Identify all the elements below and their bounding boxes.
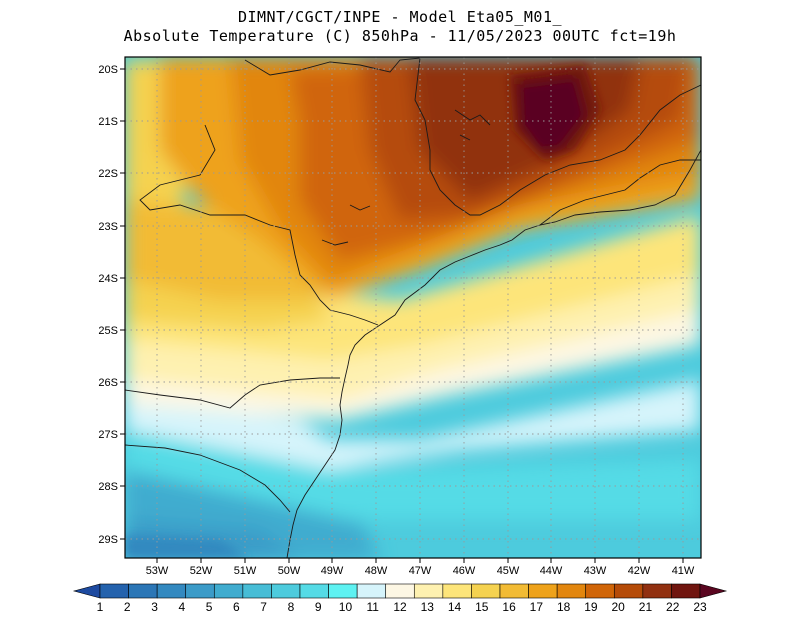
- lon-label: 41W: [672, 565, 695, 577]
- colorbar-swatch: [128, 583, 158, 599]
- colorbar-label: 1: [97, 600, 104, 614]
- state-border-pr-sp: [139, 124, 379, 326]
- colorbar-swatch: [642, 583, 672, 599]
- map-title-line1: DIMNT/CGCT/INPE - Model Eta05_M01_: [237, 8, 563, 26]
- lon-label: 48W: [365, 565, 388, 577]
- colorbar-swatch: [442, 583, 472, 599]
- colorbar-label: 7: [260, 600, 267, 614]
- latitude-labels: 20S 21S 22S 23S 24S 25S 26S 27S 28S 29S: [98, 64, 118, 546]
- lat-label: 28S: [98, 481, 118, 493]
- lon-label: 43W: [584, 565, 607, 577]
- lat-label: 25S: [98, 325, 118, 337]
- graticule: [125, 57, 701, 558]
- lat-label: 24S: [98, 273, 118, 285]
- lon-label: 46W: [453, 565, 476, 577]
- lon-label: 51W: [234, 565, 257, 577]
- lon-label: 49W: [321, 565, 344, 577]
- colorbar-label: 10: [339, 600, 353, 614]
- colorbar-swatch: [185, 583, 215, 599]
- colorbar-swatch: [299, 583, 329, 599]
- colorbar-label: 23: [693, 600, 707, 614]
- lon-label: 45W: [497, 565, 520, 577]
- axis-ticks: [120, 68, 684, 563]
- colorbar-label: 22: [666, 600, 680, 614]
- longitude-labels: 53W 52W 51W 50W 49W 48W 47W 46W 45W 44W …: [146, 565, 695, 577]
- colorbar-label: 18: [557, 600, 571, 614]
- lat-label: 21S: [98, 116, 118, 128]
- colorbar-label: 9: [315, 600, 322, 614]
- lon-label: 42W: [628, 565, 651, 577]
- lon-label: 53W: [146, 565, 169, 577]
- colorbar-label: 15: [475, 600, 489, 614]
- map-frame: [124, 56, 702, 559]
- colorbar-swatch: [499, 583, 529, 599]
- lon-label: 44W: [540, 565, 563, 577]
- lon-label: 50W: [278, 565, 301, 577]
- map-title-line2: Absolute Temperature (C) 850hPa - 11/05/…: [123, 27, 677, 45]
- colorbar-label: 16: [502, 600, 516, 614]
- state-border-pr-sc: [125, 377, 340, 409]
- lat-label: 23S: [98, 221, 118, 233]
- colorbar-label: 8: [288, 600, 295, 614]
- colorbar-swatch: [385, 583, 415, 599]
- colorbar-swatch: [671, 583, 701, 599]
- colorbar-arrow-low: [72, 583, 101, 599]
- lat-label: 27S: [98, 429, 118, 441]
- colorbar-swatch: [556, 583, 587, 599]
- colorbar-swatch: [413, 583, 444, 599]
- lon-label: 52W: [190, 565, 213, 577]
- coastline: [286, 149, 701, 558]
- colorbar-label: 12: [393, 600, 407, 614]
- colorbar-swatch: [528, 583, 558, 599]
- lat-label: 20S: [98, 64, 118, 76]
- colorbar-label: 21: [639, 600, 653, 614]
- colorbar-label: 13: [421, 600, 435, 614]
- colorbar-label: 20: [612, 600, 626, 614]
- colorbar-label: 4: [178, 600, 185, 614]
- field-band-4: [125, 535, 250, 558]
- lat-label: 29S: [98, 534, 118, 546]
- colorbar-swatch: [328, 583, 358, 599]
- field-band-16: [125, 200, 320, 300]
- lon-label: 47W: [409, 565, 432, 577]
- colorbar-swatch: [156, 583, 187, 599]
- reservoir-lines: [321, 109, 491, 246]
- colorbar-label: 17: [530, 600, 544, 614]
- colorbar: 1 2 3 4 5 6 7 8 9 10 11 12 13 14 15 16 17 18 19 20 21 22 23: [72, 583, 728, 614]
- temperature-field: [125, 57, 701, 558]
- colorbar-label: 6: [233, 600, 240, 614]
- colorbar-label: 11: [366, 600, 379, 614]
- colorbar-swatch: [242, 583, 272, 599]
- state-border-sp-mg: [244, 57, 701, 216]
- lat-label: 26S: [98, 377, 118, 389]
- colorbar-swatch: [613, 583, 644, 599]
- colorbar-swatch: [356, 583, 387, 599]
- colorbar-swatch: [585, 583, 615, 599]
- colorbar-label: 14: [448, 600, 462, 614]
- colorbar-swatch: [99, 583, 129, 599]
- state-border-rj: [539, 159, 701, 226]
- state-border-sc-rs: [125, 444, 291, 513]
- field-band-23: [520, 78, 585, 150]
- colorbar-label: 3: [151, 600, 158, 614]
- colorbar-swatch: [271, 583, 301, 599]
- colorbar-swatch: [213, 583, 244, 599]
- lat-label: 22S: [98, 168, 118, 180]
- field-band-11: [125, 380, 700, 470]
- field-band-13: [125, 265, 700, 400]
- colorbar-swatch: [471, 583, 501, 599]
- colorbar-arrow-high: [699, 583, 728, 599]
- geographic-borders: [125, 57, 701, 558]
- colorbar-label: 19: [584, 600, 598, 614]
- colorbar-label: 5: [206, 600, 213, 614]
- colorbar-label: 2: [124, 600, 131, 614]
